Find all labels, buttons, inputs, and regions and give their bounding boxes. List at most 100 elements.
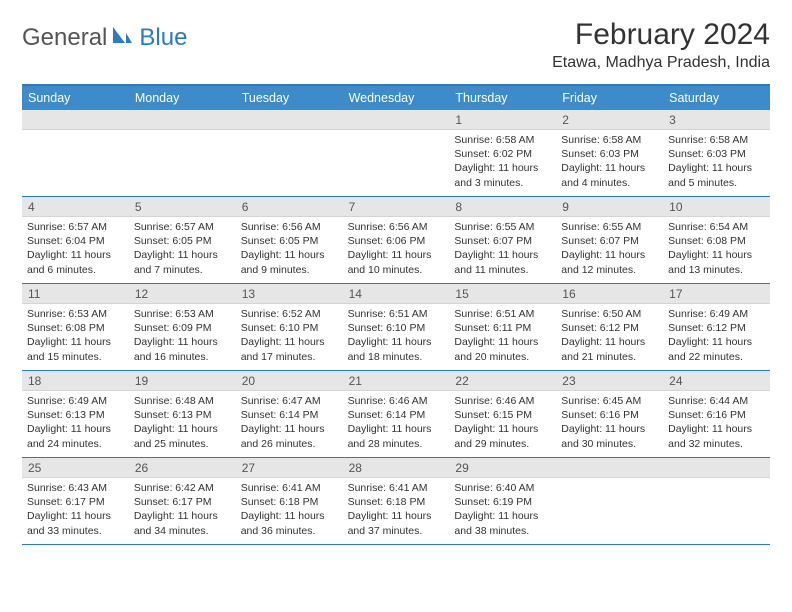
day-number: 12 xyxy=(129,284,236,304)
day-daylight1: Daylight: 11 hours xyxy=(134,509,231,523)
day-sunset: Sunset: 6:19 PM xyxy=(454,495,551,509)
day-number: 2 xyxy=(556,110,663,130)
day-number: 22 xyxy=(449,371,556,391)
day-cell xyxy=(22,110,129,196)
day-cell: 13Sunrise: 6:52 AMSunset: 6:10 PMDayligh… xyxy=(236,284,343,370)
day-number: 18 xyxy=(22,371,129,391)
day-sunset: Sunset: 6:06 PM xyxy=(348,234,445,248)
day-daylight2: and 20 minutes. xyxy=(454,350,551,364)
day-sunrise: Sunrise: 6:55 AM xyxy=(561,220,658,234)
day-daylight1: Daylight: 11 hours xyxy=(134,422,231,436)
day-info: Sunrise: 6:44 AMSunset: 6:16 PMDaylight:… xyxy=(663,391,770,455)
day-number: 17 xyxy=(663,284,770,304)
day-daylight2: and 36 minutes. xyxy=(241,524,338,538)
day-daylight2: and 29 minutes. xyxy=(454,437,551,451)
day-daylight1: Daylight: 11 hours xyxy=(27,248,124,262)
day-cell: 19Sunrise: 6:48 AMSunset: 6:13 PMDayligh… xyxy=(129,371,236,457)
day-info: Sunrise: 6:56 AMSunset: 6:06 PMDaylight:… xyxy=(343,217,450,281)
day-sunrise: Sunrise: 6:43 AM xyxy=(27,481,124,495)
day-info: Sunrise: 6:49 AMSunset: 6:13 PMDaylight:… xyxy=(22,391,129,455)
day-daylight2: and 12 minutes. xyxy=(561,263,658,277)
day-sunrise: Sunrise: 6:45 AM xyxy=(561,394,658,408)
day-cell: 11Sunrise: 6:53 AMSunset: 6:08 PMDayligh… xyxy=(22,284,129,370)
day-sunrise: Sunrise: 6:50 AM xyxy=(561,307,658,321)
day-number: 23 xyxy=(556,371,663,391)
day-info: Sunrise: 6:45 AMSunset: 6:16 PMDaylight:… xyxy=(556,391,663,455)
day-cell: 27Sunrise: 6:41 AMSunset: 6:18 PMDayligh… xyxy=(236,458,343,544)
day-sunrise: Sunrise: 6:58 AM xyxy=(454,133,551,147)
day-daylight1: Daylight: 11 hours xyxy=(561,335,658,349)
day-info: Sunrise: 6:42 AMSunset: 6:17 PMDaylight:… xyxy=(129,478,236,542)
week-row: 18Sunrise: 6:49 AMSunset: 6:13 PMDayligh… xyxy=(22,371,770,458)
day-cell: 25Sunrise: 6:43 AMSunset: 6:17 PMDayligh… xyxy=(22,458,129,544)
day-number: 15 xyxy=(449,284,556,304)
day-cell: 18Sunrise: 6:49 AMSunset: 6:13 PMDayligh… xyxy=(22,371,129,457)
day-sunset: Sunset: 6:10 PM xyxy=(348,321,445,335)
day-daylight1: Daylight: 11 hours xyxy=(348,509,445,523)
day-daylight1: Daylight: 11 hours xyxy=(134,335,231,349)
day-daylight1: Daylight: 11 hours xyxy=(241,335,338,349)
day-sunrise: Sunrise: 6:46 AM xyxy=(454,394,551,408)
day-number: 21 xyxy=(343,371,450,391)
day-daylight1: Daylight: 11 hours xyxy=(561,248,658,262)
day-number: 29 xyxy=(449,458,556,478)
day-sunset: Sunset: 6:14 PM xyxy=(241,408,338,422)
day-sunset: Sunset: 6:09 PM xyxy=(134,321,231,335)
day-daylight2: and 21 minutes. xyxy=(561,350,658,364)
day-cell: 20Sunrise: 6:47 AMSunset: 6:14 PMDayligh… xyxy=(236,371,343,457)
day-number: 28 xyxy=(343,458,450,478)
day-cell: 7Sunrise: 6:56 AMSunset: 6:06 PMDaylight… xyxy=(343,197,450,283)
day-cell: 2Sunrise: 6:58 AMSunset: 6:03 PMDaylight… xyxy=(556,110,663,196)
day-info: Sunrise: 6:46 AMSunset: 6:15 PMDaylight:… xyxy=(449,391,556,455)
day-daylight1: Daylight: 11 hours xyxy=(27,335,124,349)
day-info: Sunrise: 6:53 AMSunset: 6:09 PMDaylight:… xyxy=(129,304,236,368)
day-daylight2: and 15 minutes. xyxy=(27,350,124,364)
logo-sail-icon xyxy=(111,24,133,52)
day-number xyxy=(556,458,663,478)
day-cell: 8Sunrise: 6:55 AMSunset: 6:07 PMDaylight… xyxy=(449,197,556,283)
day-daylight1: Daylight: 11 hours xyxy=(454,161,551,175)
logo-text-general: General xyxy=(22,24,107,52)
day-sunrise: Sunrise: 6:42 AM xyxy=(134,481,231,495)
day-cell: 21Sunrise: 6:46 AMSunset: 6:14 PMDayligh… xyxy=(343,371,450,457)
day-daylight1: Daylight: 11 hours xyxy=(454,248,551,262)
day-info: Sunrise: 6:55 AMSunset: 6:07 PMDaylight:… xyxy=(449,217,556,281)
day-sunset: Sunset: 6:03 PM xyxy=(561,147,658,161)
day-info: Sunrise: 6:51 AMSunset: 6:11 PMDaylight:… xyxy=(449,304,556,368)
day-sunset: Sunset: 6:10 PM xyxy=(241,321,338,335)
day-sunrise: Sunrise: 6:49 AM xyxy=(27,394,124,408)
day-daylight2: and 28 minutes. xyxy=(348,437,445,451)
day-info: Sunrise: 6:43 AMSunset: 6:17 PMDaylight:… xyxy=(22,478,129,542)
day-number: 6 xyxy=(236,197,343,217)
day-cell xyxy=(236,110,343,196)
day-info: Sunrise: 6:58 AMSunset: 6:03 PMDaylight:… xyxy=(556,130,663,194)
day-info: Sunrise: 6:40 AMSunset: 6:19 PMDaylight:… xyxy=(449,478,556,542)
day-number: 1 xyxy=(449,110,556,130)
day-daylight1: Daylight: 11 hours xyxy=(668,161,765,175)
calendar: Sunday Monday Tuesday Wednesday Thursday… xyxy=(22,84,770,545)
day-cell: 3Sunrise: 6:58 AMSunset: 6:03 PMDaylight… xyxy=(663,110,770,196)
day-cell: 29Sunrise: 6:40 AMSunset: 6:19 PMDayligh… xyxy=(449,458,556,544)
day-sunrise: Sunrise: 6:55 AM xyxy=(454,220,551,234)
day-cell: 24Sunrise: 6:44 AMSunset: 6:16 PMDayligh… xyxy=(663,371,770,457)
day-info: Sunrise: 6:49 AMSunset: 6:12 PMDaylight:… xyxy=(663,304,770,368)
day-daylight1: Daylight: 11 hours xyxy=(241,509,338,523)
day-cell xyxy=(343,110,450,196)
day-cell: 4Sunrise: 6:57 AMSunset: 6:04 PMDaylight… xyxy=(22,197,129,283)
day-daylight1: Daylight: 11 hours xyxy=(454,335,551,349)
weekday-header: Friday xyxy=(556,86,663,110)
day-cell: 12Sunrise: 6:53 AMSunset: 6:09 PMDayligh… xyxy=(129,284,236,370)
day-number: 24 xyxy=(663,371,770,391)
day-cell: 23Sunrise: 6:45 AMSunset: 6:16 PMDayligh… xyxy=(556,371,663,457)
day-cell xyxy=(663,458,770,544)
weekday-header: Tuesday xyxy=(236,86,343,110)
day-sunrise: Sunrise: 6:51 AM xyxy=(348,307,445,321)
day-info xyxy=(343,130,450,137)
day-daylight1: Daylight: 11 hours xyxy=(668,422,765,436)
day-daylight2: and 32 minutes. xyxy=(668,437,765,451)
day-info xyxy=(663,478,770,485)
day-daylight2: and 38 minutes. xyxy=(454,524,551,538)
day-sunset: Sunset: 6:16 PM xyxy=(561,408,658,422)
day-info xyxy=(236,130,343,137)
day-info: Sunrise: 6:58 AMSunset: 6:02 PMDaylight:… xyxy=(449,130,556,194)
